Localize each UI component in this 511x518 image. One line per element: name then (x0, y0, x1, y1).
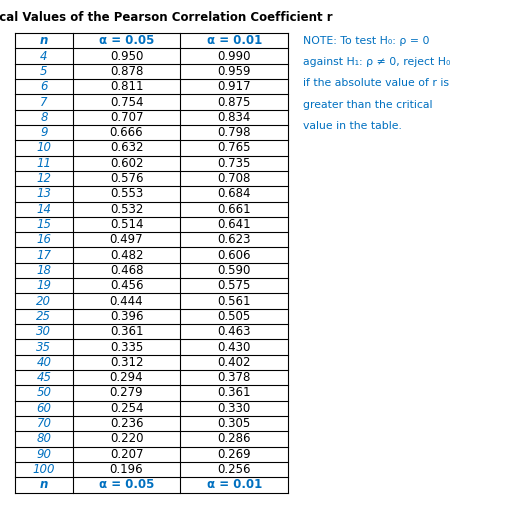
Text: 0.553: 0.553 (110, 188, 143, 200)
Text: 50: 50 (36, 386, 52, 399)
Text: 13: 13 (36, 188, 52, 200)
Text: Critical Values of the Pearson Correlation Coefficient r: Critical Values of the Pearson Correlati… (0, 11, 332, 24)
Text: 19: 19 (36, 279, 52, 292)
Text: 0.378: 0.378 (218, 371, 251, 384)
Text: 0.641: 0.641 (217, 218, 251, 231)
Text: 0.950: 0.950 (110, 50, 143, 63)
Text: α = 0.05: α = 0.05 (99, 478, 154, 492)
Text: 0.330: 0.330 (218, 402, 251, 415)
Text: 15: 15 (36, 218, 52, 231)
Text: α = 0.01: α = 0.01 (206, 34, 262, 47)
Text: 0.456: 0.456 (110, 279, 143, 292)
Text: 0.606: 0.606 (218, 249, 251, 262)
Text: 0.707: 0.707 (110, 111, 143, 124)
Text: 0.361: 0.361 (110, 325, 143, 338)
Text: 0.575: 0.575 (218, 279, 251, 292)
Text: 0.269: 0.269 (217, 448, 251, 461)
Text: 90: 90 (36, 448, 52, 461)
Text: 14: 14 (36, 203, 52, 215)
Text: 25: 25 (36, 310, 52, 323)
Text: 0.754: 0.754 (110, 95, 143, 108)
Text: 12: 12 (36, 172, 52, 185)
Text: 18: 18 (36, 264, 52, 277)
Text: 0.602: 0.602 (110, 157, 143, 170)
Text: 10: 10 (36, 141, 52, 154)
Text: 0.463: 0.463 (218, 325, 251, 338)
Text: 0.514: 0.514 (110, 218, 143, 231)
Text: 40: 40 (36, 356, 52, 369)
Text: 60: 60 (36, 402, 52, 415)
Text: 0.878: 0.878 (110, 65, 143, 78)
Text: α = 0.05: α = 0.05 (99, 34, 154, 47)
Text: 4: 4 (40, 50, 48, 63)
Text: 0.561: 0.561 (218, 295, 251, 308)
Text: 0.254: 0.254 (110, 402, 143, 415)
Text: 0.735: 0.735 (218, 157, 251, 170)
Text: 45: 45 (36, 371, 52, 384)
Text: 30: 30 (36, 325, 52, 338)
Text: 0.632: 0.632 (110, 141, 143, 154)
Text: 0.834: 0.834 (218, 111, 251, 124)
Text: 0.532: 0.532 (110, 203, 143, 215)
Text: greater than the critical: greater than the critical (303, 100, 433, 110)
Text: 0.256: 0.256 (218, 463, 251, 476)
Text: 0.236: 0.236 (110, 417, 143, 430)
Text: 0.430: 0.430 (218, 340, 251, 353)
Text: 0.990: 0.990 (218, 50, 251, 63)
Text: 20: 20 (36, 295, 52, 308)
Text: 0.623: 0.623 (218, 233, 251, 247)
Text: if the absolute value of r is: if the absolute value of r is (303, 78, 449, 89)
Text: 0.361: 0.361 (218, 386, 251, 399)
Text: 9: 9 (40, 126, 48, 139)
Text: 0.305: 0.305 (218, 417, 251, 430)
Text: 0.220: 0.220 (110, 433, 143, 445)
Text: 0.708: 0.708 (218, 172, 251, 185)
Text: value in the table.: value in the table. (303, 121, 402, 131)
Text: 0.279: 0.279 (110, 386, 144, 399)
Text: 80: 80 (36, 433, 52, 445)
Text: 8: 8 (40, 111, 48, 124)
Text: 0.590: 0.590 (218, 264, 251, 277)
Text: 0.661: 0.661 (217, 203, 251, 215)
Text: 0.497: 0.497 (110, 233, 144, 247)
Text: 0.811: 0.811 (110, 80, 143, 93)
Text: 0.684: 0.684 (218, 188, 251, 200)
Text: 0.959: 0.959 (218, 65, 251, 78)
Text: 5: 5 (40, 65, 48, 78)
Text: 16: 16 (36, 233, 52, 247)
Text: 0.468: 0.468 (110, 264, 143, 277)
Text: 0.207: 0.207 (110, 448, 143, 461)
Text: 0.666: 0.666 (110, 126, 144, 139)
Text: 0.396: 0.396 (110, 310, 143, 323)
Text: 0.576: 0.576 (110, 172, 143, 185)
Text: n: n (40, 478, 48, 492)
Text: against H₁: ρ ≠ 0, reject H₀: against H₁: ρ ≠ 0, reject H₀ (303, 57, 451, 67)
Text: n: n (40, 34, 48, 47)
Text: 0.875: 0.875 (218, 95, 251, 108)
Text: 70: 70 (36, 417, 52, 430)
Text: 0.505: 0.505 (218, 310, 251, 323)
Text: 0.798: 0.798 (218, 126, 251, 139)
Text: α = 0.01: α = 0.01 (206, 478, 262, 492)
Text: NOTE: To test H₀: ρ = 0: NOTE: To test H₀: ρ = 0 (303, 36, 430, 46)
Text: 6: 6 (40, 80, 48, 93)
Text: 0.196: 0.196 (110, 463, 144, 476)
Text: 17: 17 (36, 249, 52, 262)
Text: 0.765: 0.765 (218, 141, 251, 154)
Text: 0.312: 0.312 (110, 356, 143, 369)
Text: 0.482: 0.482 (110, 249, 143, 262)
Text: 0.286: 0.286 (218, 433, 251, 445)
Text: 0.335: 0.335 (110, 340, 143, 353)
Text: 7: 7 (40, 95, 48, 108)
Text: 0.294: 0.294 (110, 371, 144, 384)
Text: 35: 35 (36, 340, 52, 353)
Text: 0.402: 0.402 (218, 356, 251, 369)
Text: 0.444: 0.444 (110, 295, 144, 308)
Text: 0.917: 0.917 (217, 80, 251, 93)
Text: 11: 11 (36, 157, 52, 170)
Text: 100: 100 (33, 463, 55, 476)
